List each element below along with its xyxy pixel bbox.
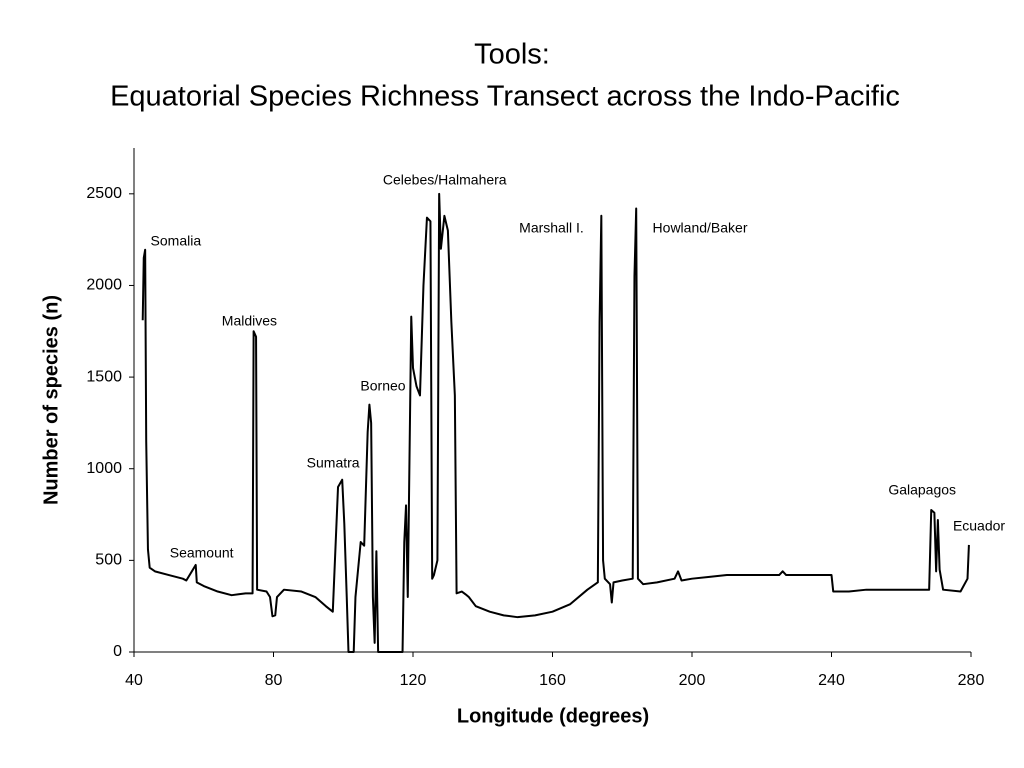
y-tick-label: 500 <box>95 552 122 569</box>
annotation: Sumatra <box>307 455 360 471</box>
x-tick-label: 280 <box>958 672 985 689</box>
x-tick-label: 240 <box>818 672 845 689</box>
x-tick-label: 80 <box>265 672 283 689</box>
y-tick-label: 2000 <box>86 277 122 294</box>
y-tick-label: 0 <box>113 643 122 660</box>
chart-title: Equatorial Species Richness Transect acr… <box>110 81 900 113</box>
annotation: Borneo <box>360 378 405 394</box>
x-tick-label: 160 <box>539 672 566 689</box>
y-tick-label: 1000 <box>86 460 122 477</box>
annotation: Maldives <box>222 313 277 329</box>
y-axis-label: Number of species (n) <box>40 295 62 505</box>
x-tick-label: 120 <box>400 672 427 689</box>
annotation: Somalia <box>151 233 202 249</box>
annotation: Howland/Baker <box>653 220 748 236</box>
data-line <box>141 192 970 653</box>
annotation: Ecuador <box>953 518 1005 534</box>
chart-title: Tools: <box>474 39 550 71</box>
x-tick-label: 40 <box>125 672 143 689</box>
annotation: Celebes/Halmahera <box>383 172 507 188</box>
y-tick-label: 1500 <box>86 368 122 385</box>
annotation: Marshall I. <box>519 220 584 236</box>
y-tick-label: 2500 <box>86 185 122 202</box>
x-axis-label: Longitude (degrees) <box>457 705 649 727</box>
annotation: Galapagos <box>888 482 956 498</box>
annotation: Seamount <box>170 545 234 561</box>
x-tick-label: 200 <box>679 672 706 689</box>
